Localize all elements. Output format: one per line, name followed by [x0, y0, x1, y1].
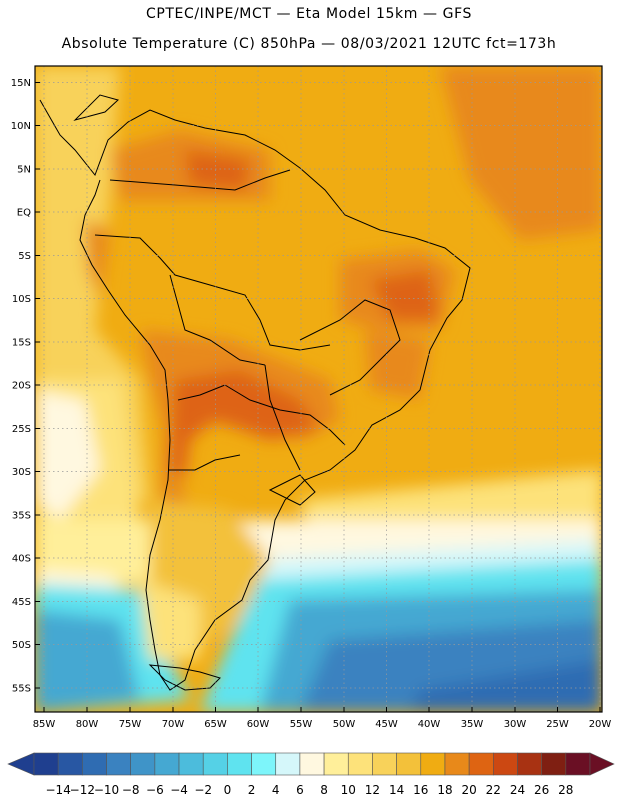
- lat-label: 10S: [12, 294, 31, 305]
- lon-label: 45W: [375, 719, 398, 730]
- colorbar-label: 26: [534, 783, 549, 797]
- lat-label: 35S: [12, 511, 31, 522]
- colorbar-swatch: [517, 752, 542, 776]
- colorbar-label: 12: [365, 783, 380, 797]
- colorbar-swatch: [565, 752, 591, 776]
- colorbar-swatch: [444, 752, 470, 776]
- colorbar-swatch: [468, 752, 494, 776]
- lat-label: 20S: [12, 381, 31, 392]
- colorbar-right-arrow: [589, 752, 615, 776]
- colorbar-left-arrow: [7, 752, 35, 776]
- lon-label: 55W: [290, 719, 313, 730]
- temperature-field: [35, 66, 602, 712]
- colorbar-swatch: [251, 752, 277, 776]
- colorbar-label: 22: [486, 783, 501, 797]
- colorbar-label: −2: [194, 783, 212, 797]
- colorbar-label: 8: [320, 783, 328, 797]
- colorbar-swatch: [420, 752, 446, 776]
- colorbar-label: −10: [94, 783, 119, 797]
- axis-ticks: [35, 82, 601, 712]
- colorbar-label: −4: [170, 783, 188, 797]
- colorbar-label: −12: [70, 783, 95, 797]
- colorbar-label: 4: [272, 783, 280, 797]
- colorbar-label: 18: [437, 783, 452, 797]
- lon-label: 85W: [33, 719, 56, 730]
- lat-lon-gridlines: [35, 66, 602, 712]
- colorbar-swatch: [396, 752, 422, 776]
- lon-label: 25W: [546, 719, 569, 730]
- lon-label: 60W: [247, 719, 270, 730]
- lon-label: 50W: [333, 719, 356, 730]
- colorbar-label: −8: [122, 783, 140, 797]
- colorbar-swatch: [202, 752, 228, 776]
- latitude-labels: 15N 10N 5N EQ 5S 10S 15S 20S 25S 30S 35S…: [11, 78, 31, 695]
- lat-label: 10N: [11, 121, 31, 132]
- lat-label: 5S: [18, 251, 31, 262]
- colorbar-swatch: [227, 752, 252, 776]
- lon-label: 40W: [418, 719, 441, 730]
- colorbar-swatch: [57, 752, 83, 776]
- colorbar-label: 6: [296, 783, 304, 797]
- lat-label: 15S: [12, 338, 31, 349]
- lat-label: 25S: [12, 424, 31, 435]
- lon-label: 65W: [204, 719, 227, 730]
- colorbar-swatch: [130, 752, 156, 776]
- coastlines-and-borders: [39, 94, 471, 691]
- lon-label: 30W: [504, 719, 527, 730]
- lat-label: 40S: [12, 554, 31, 565]
- colorbar-label: 20: [461, 783, 476, 797]
- colorbar-swatch: [82, 752, 107, 776]
- colorbar-swatch: [106, 752, 131, 776]
- lon-label: 80W: [76, 719, 99, 730]
- colorbar-label: 16: [413, 783, 428, 797]
- lon-label: 20W: [589, 719, 612, 730]
- colorbar-swatch: [347, 752, 373, 776]
- lat-label: 45S: [12, 597, 31, 608]
- lat-label: 5N: [17, 165, 31, 176]
- lat-label: EQ: [17, 208, 31, 219]
- longitude-labels: 85W 80W 75W 70W 65W 60W 55W 50W 45W 40W …: [33, 719, 612, 730]
- colorbar-label: 28: [558, 783, 573, 797]
- colorbar-label: −6: [146, 783, 164, 797]
- colorbar-label: 14: [389, 783, 404, 797]
- colorbar-label: 24: [510, 783, 525, 797]
- lon-label: 70W: [162, 719, 185, 730]
- colorbar-swatch: [178, 752, 204, 776]
- colorbar-swatch: [372, 752, 397, 776]
- colorbar-label: 2: [248, 783, 256, 797]
- lat-label: 15N: [11, 78, 31, 89]
- lat-label: 55S: [12, 684, 31, 695]
- lat-label: 50S: [12, 640, 31, 651]
- colorbar: −14−12−10 −8 −6 −4 −2 0 2 4 6 8 10 12 14 16 18 20 22 24 26…: [7, 752, 615, 797]
- colorbar-swatch: [275, 752, 301, 776]
- map-title-line1: CPTEC/INPE/MCT — Eta Model 15km — GFS: [145, 6, 473, 22]
- lon-label: 75W: [119, 719, 142, 730]
- colorbar-swatch: [299, 752, 325, 776]
- colorbar-swatch: [33, 752, 59, 776]
- map-title-line2: Absolute Temperature (C) 850hPa — 08/03/…: [61, 36, 557, 52]
- lat-label: 30S: [12, 467, 31, 478]
- map-frame: [34, 65, 603, 713]
- colorbar-label: 0: [224, 783, 232, 797]
- colorbar-label: −14: [46, 783, 71, 797]
- colorbar-swatch: [493, 752, 518, 776]
- colorbar-swatch: [541, 752, 567, 776]
- lon-label: 35W: [461, 719, 484, 730]
- colorbar-swatch: [323, 752, 349, 776]
- colorbar-label: 10: [341, 783, 356, 797]
- colorbar-swatch: [154, 752, 180, 776]
